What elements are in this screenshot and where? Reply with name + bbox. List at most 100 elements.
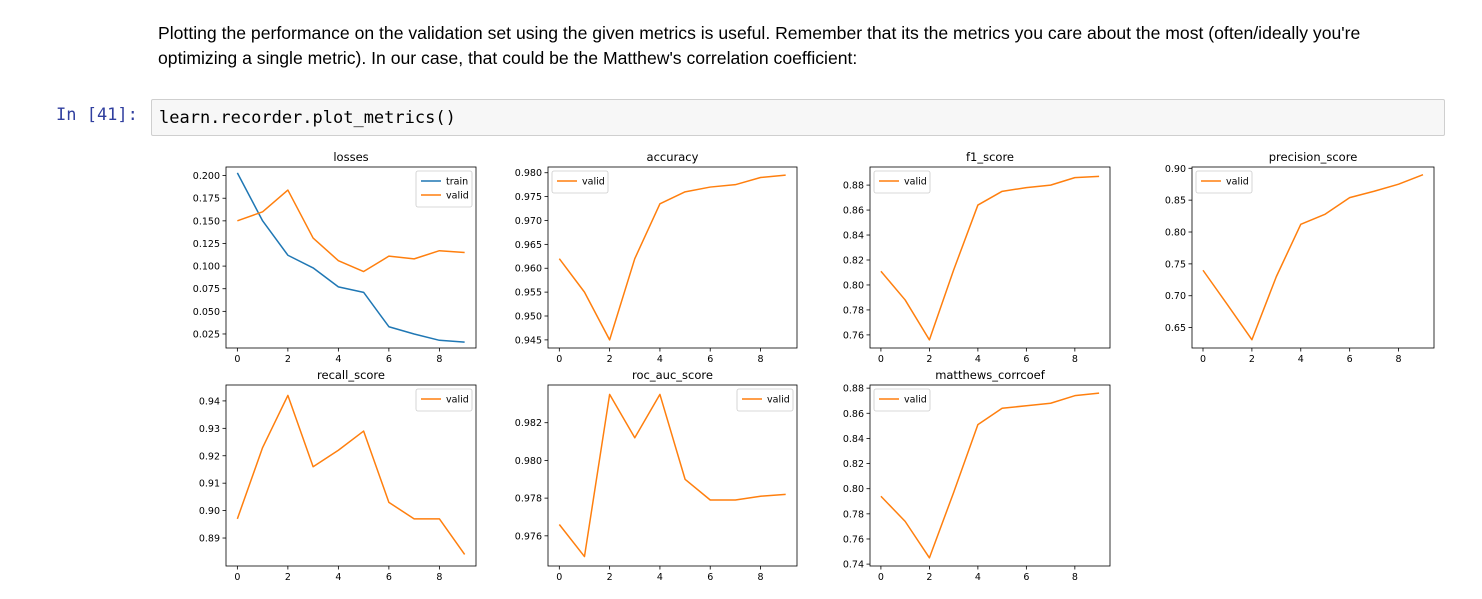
y-tick-label: 0.76 [843, 330, 864, 341]
series-line-valid [880, 175, 1100, 341]
y-tick-label: 0.76 [843, 534, 864, 545]
chart-panel-accuracy: accuracy 0.945 0.950 0.955 0.960 0.965 0.970 0.… [515, 150, 798, 365]
x-tick-label: 0 [234, 354, 240, 365]
y-tick-label: 0.975 [515, 192, 542, 203]
y-tick-label: 0.90 [1165, 164, 1186, 175]
chart-panel-losses: losses 0.025 0.050 0.075 0.100 0.125 0.150 0.17… [193, 150, 477, 365]
x-tick-label: 2 [1249, 354, 1255, 365]
y-tick-label: 0.976 [515, 531, 542, 542]
series-line-valid [1202, 173, 1424, 341]
x-tick-label: 0 [234, 572, 240, 583]
chart-title: matthews_corrcoef [935, 368, 1046, 382]
output-area: losses 0.025 0.050 0.075 0.100 0.125 0.150 0.17… [152, 146, 1442, 586]
chart-title: recall_score [317, 368, 385, 382]
legend: valid [415, 388, 473, 412]
y-tick-label: 0.100 [193, 262, 220, 273]
legend-box [873, 170, 931, 194]
chart-title: precision_score [1269, 150, 1358, 164]
y-tick-label: 0.025 [193, 329, 220, 340]
x-tick-label: 4 [335, 354, 341, 365]
x-tick-label: 6 [707, 354, 713, 365]
x-tick-label: 6 [1023, 572, 1029, 583]
axes-frame [547, 166, 798, 349]
x-tick-label: 8 [1396, 354, 1402, 365]
y-tick-label: 0.89 [199, 534, 220, 545]
x-tick-label: 2 [607, 572, 613, 583]
y-tick-label: 0.86 [843, 206, 864, 217]
x-tick-label: 8 [436, 572, 442, 583]
y-tick-label: 0.88 [843, 181, 864, 192]
x-tick-label: 4 [1298, 354, 1304, 365]
x-tick-label: 6 [707, 572, 713, 583]
y-tick-label: 0.980 [515, 456, 542, 467]
x-tick-label: 4 [657, 572, 663, 583]
y-tick-label: 0.950 [515, 312, 542, 323]
chart-panel-f1_score: f1_score 0.76 0.78 0.80 0.82 0.84 0.86 0.88 0 2 4 6… [843, 150, 1111, 365]
axes-frame [869, 384, 1111, 567]
y-tick-label: 0.982 [515, 418, 542, 429]
x-tick-label: 6 [386, 354, 392, 365]
chart-title: f1_score [966, 150, 1014, 164]
code-text: learn.recorder.plot_metrics() [159, 108, 456, 128]
x-tick-label: 0 [556, 354, 562, 365]
x-tick-label: 8 [1072, 354, 1078, 365]
x-tick-label: 2 [926, 354, 932, 365]
y-tick-label: 0.82 [843, 459, 864, 470]
input-prompt: In [41]: [56, 105, 138, 125]
x-tick-label: 0 [1200, 354, 1206, 365]
legend-label-valid: valid [904, 177, 927, 188]
y-tick-label: 0.050 [193, 307, 220, 318]
axes-frame [547, 384, 798, 567]
y-tick-label: 0.80 [1165, 228, 1186, 239]
x-tick-label: 6 [386, 572, 392, 583]
y-tick-label: 0.960 [515, 264, 542, 275]
legend-label-valid: valid [446, 395, 469, 406]
legend: train valid [415, 170, 473, 208]
y-tick-label: 0.75 [1165, 259, 1186, 270]
legend-box [1195, 170, 1253, 194]
series-line-valid [236, 394, 466, 555]
x-tick-label: 4 [975, 354, 981, 365]
y-tick-label: 0.075 [193, 284, 220, 295]
axes-frame [225, 384, 477, 567]
legend-label-valid: valid [582, 177, 605, 188]
y-tick-label: 0.84 [843, 434, 864, 445]
chart-panel-roc_auc_score: roc_auc_score 0.976 0.978 0.980 0.982 0 2 4 6 8 va… [515, 368, 798, 583]
x-tick-label: 8 [758, 354, 764, 365]
legend-box [551, 170, 609, 194]
y-tick-label: 0.82 [843, 255, 864, 266]
x-tick-label: 4 [657, 354, 663, 365]
code-cell-input[interactable]: learn.recorder.plot_metrics() [151, 99, 1445, 136]
x-tick-label: 4 [335, 572, 341, 583]
legend: valid [736, 388, 794, 412]
y-tick-label: 0.80 [843, 484, 864, 495]
series-line-train [236, 172, 465, 343]
x-tick-label: 2 [285, 572, 291, 583]
chart-panel-matthews_corrcoef: matthews_corrcoef 0.74 0.76 0.78 0.80 0.82 0.8… [843, 368, 1111, 583]
chart-title: roc_auc_score [632, 368, 713, 382]
y-tick-label: 0.86 [843, 409, 864, 420]
series-line-valid [558, 393, 786, 558]
x-tick-label: 8 [1072, 572, 1078, 583]
x-tick-label: 0 [878, 354, 884, 365]
y-tick-label: 0.970 [515, 216, 542, 227]
y-tick-label: 0.90 [199, 506, 220, 517]
y-tick-label: 0.65 [1165, 323, 1186, 334]
metrics-plot-figure: losses 0.025 0.050 0.075 0.100 0.125 0.150 0.17… [193, 150, 1435, 583]
y-tick-label: 0.150 [193, 216, 220, 227]
legend-label-valid: valid [446, 191, 469, 202]
y-tick-label: 0.965 [515, 240, 542, 251]
y-tick-label: 0.74 [843, 560, 864, 571]
y-tick-label: 0.94 [199, 396, 220, 407]
y-tick-label: 0.80 [843, 280, 864, 291]
y-tick-label: 0.84 [843, 231, 864, 242]
legend-label-valid: valid [1226, 177, 1249, 188]
x-tick-label: 2 [926, 572, 932, 583]
legend-box [736, 388, 794, 412]
x-tick-label: 4 [975, 572, 981, 583]
x-tick-label: 0 [878, 572, 884, 583]
y-tick-label: 0.92 [199, 451, 220, 462]
series-line-valid [237, 189, 465, 273]
y-tick-label: 0.945 [515, 335, 542, 346]
legend: valid [873, 170, 931, 194]
